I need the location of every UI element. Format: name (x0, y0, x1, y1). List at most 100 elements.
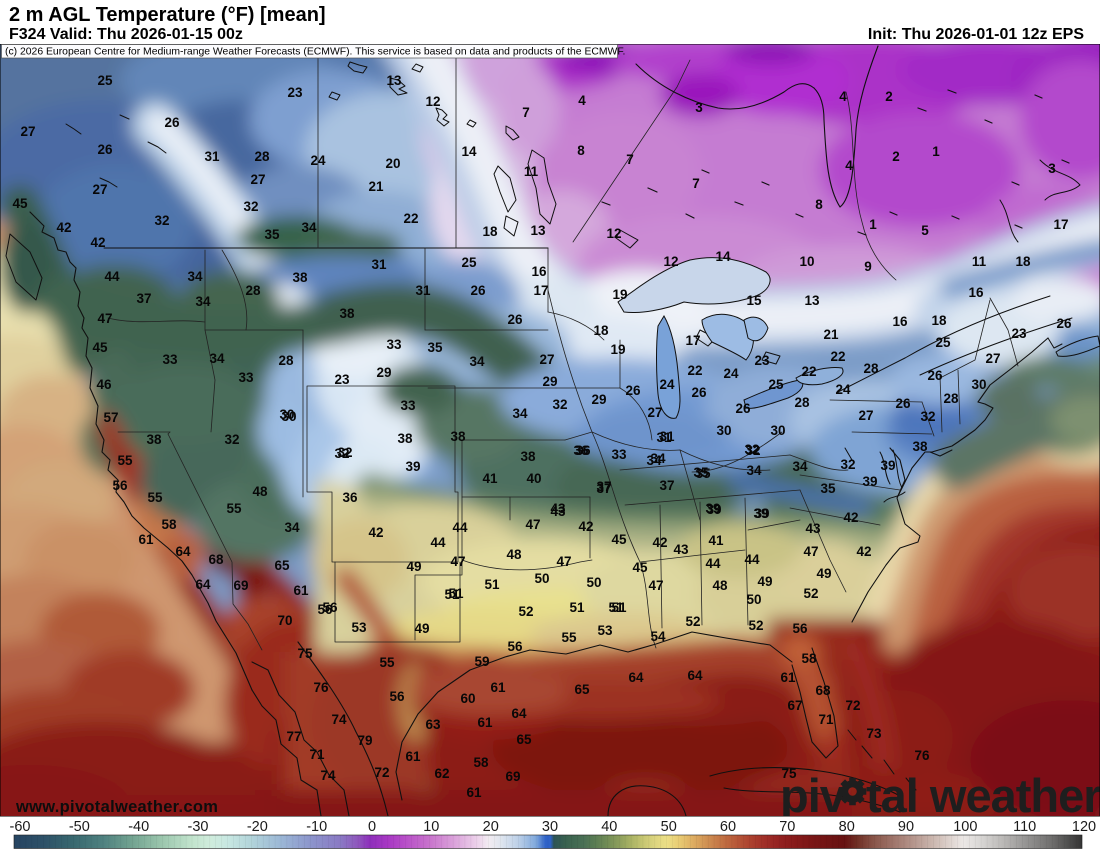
svg-text:7: 7 (692, 176, 700, 191)
svg-text:61: 61 (405, 749, 421, 764)
svg-text:35: 35 (820, 481, 836, 496)
svg-text:-40: -40 (128, 819, 149, 835)
svg-text:48: 48 (506, 547, 522, 562)
svg-text:42: 42 (56, 220, 71, 235)
svg-text:61: 61 (293, 583, 309, 598)
svg-text:44: 44 (104, 269, 120, 284)
svg-text:tal weather: tal weather (866, 769, 1100, 822)
svg-text:34: 34 (209, 351, 225, 366)
svg-text:26: 26 (927, 368, 943, 383)
svg-text:70: 70 (779, 819, 795, 835)
svg-text:61: 61 (138, 532, 154, 547)
svg-text:44: 44 (430, 535, 446, 550)
svg-text:56: 56 (317, 602, 333, 617)
svg-text:33: 33 (386, 337, 402, 352)
svg-text:53: 53 (351, 620, 367, 635)
svg-text:39: 39 (880, 458, 895, 473)
svg-text:17: 17 (1053, 217, 1068, 232)
svg-text:39: 39 (405, 459, 420, 474)
svg-text:27: 27 (250, 172, 265, 187)
svg-text:3: 3 (695, 100, 703, 115)
svg-text:4: 4 (845, 158, 853, 173)
svg-text:38: 38 (397, 431, 413, 446)
svg-text:38: 38 (146, 432, 162, 447)
svg-text:18: 18 (1015, 254, 1031, 269)
svg-text:49: 49 (816, 566, 831, 581)
svg-text:72: 72 (374, 765, 389, 780)
svg-text:1: 1 (869, 217, 877, 232)
svg-text:8: 8 (815, 197, 823, 212)
svg-text:64: 64 (687, 668, 703, 683)
svg-text:52: 52 (803, 586, 818, 601)
svg-text:71: 71 (309, 747, 325, 762)
svg-text:80: 80 (839, 819, 855, 835)
svg-text:26: 26 (895, 396, 911, 411)
svg-text:73: 73 (866, 726, 882, 741)
svg-text:12: 12 (425, 94, 440, 109)
svg-text:14: 14 (715, 249, 731, 264)
svg-text:34: 34 (746, 463, 762, 478)
svg-text:32: 32 (840, 457, 855, 472)
svg-text:51: 51 (448, 586, 464, 601)
svg-text:35: 35 (264, 227, 280, 242)
svg-text:34: 34 (187, 269, 203, 284)
svg-text:74: 74 (320, 768, 336, 783)
svg-text:58: 58 (473, 755, 489, 770)
svg-text:39: 39 (753, 506, 768, 521)
svg-text:25: 25 (97, 73, 113, 88)
svg-text:19: 19 (610, 342, 625, 357)
svg-text:56: 56 (792, 621, 808, 636)
svg-text:46: 46 (96, 377, 112, 392)
svg-text:26: 26 (470, 283, 486, 298)
svg-text:24: 24 (835, 382, 851, 397)
svg-text:42: 42 (652, 535, 667, 550)
svg-text:47: 47 (525, 517, 540, 532)
svg-text:37: 37 (659, 478, 674, 493)
svg-text:50: 50 (534, 571, 549, 586)
svg-text:34: 34 (650, 451, 666, 466)
svg-text:25: 25 (768, 377, 784, 392)
svg-text:26: 26 (691, 385, 707, 400)
svg-text:29: 29 (542, 374, 557, 389)
svg-text:34: 34 (301, 220, 317, 235)
svg-text:42: 42 (856, 544, 871, 559)
svg-text:58: 58 (801, 651, 817, 666)
svg-text:32: 32 (337, 445, 352, 460)
svg-text:32: 32 (920, 409, 935, 424)
svg-text:42: 42 (578, 519, 593, 534)
svg-text:39: 39 (706, 502, 721, 517)
svg-text:32: 32 (744, 442, 759, 457)
svg-text:9: 9 (864, 259, 872, 274)
svg-text:34: 34 (512, 406, 528, 421)
svg-text:24: 24 (723, 366, 739, 381)
svg-text:16: 16 (968, 285, 984, 300)
svg-text:-10: -10 (306, 819, 327, 835)
svg-text:45: 45 (92, 340, 108, 355)
svg-text:36: 36 (573, 443, 589, 458)
svg-text:5: 5 (921, 223, 929, 238)
svg-text:45: 45 (632, 560, 648, 575)
svg-text:64: 64 (195, 577, 211, 592)
svg-text:18: 18 (482, 224, 498, 239)
svg-text:F324 Valid: Thu 2026-01-15 00z: F324 Valid: Thu 2026-01-15 00z (9, 26, 243, 43)
svg-text:28: 28 (863, 361, 879, 376)
svg-text:13: 13 (804, 293, 820, 308)
svg-text:32: 32 (334, 446, 349, 461)
svg-text:42: 42 (368, 525, 383, 540)
svg-text:79: 79 (357, 733, 372, 748)
svg-text:34: 34 (646, 453, 662, 468)
svg-text:16: 16 (531, 264, 547, 279)
svg-text:30: 30 (281, 409, 296, 424)
svg-text:13: 13 (386, 73, 402, 88)
svg-text:28: 28 (254, 149, 270, 164)
svg-text:56: 56 (507, 639, 523, 654)
svg-text:30: 30 (716, 423, 731, 438)
svg-text:63: 63 (425, 717, 441, 732)
svg-text:28: 28 (278, 353, 294, 368)
svg-text:11: 11 (972, 254, 987, 269)
svg-text:28: 28 (943, 391, 959, 406)
svg-text:14: 14 (461, 144, 477, 159)
svg-text:61: 61 (780, 670, 796, 685)
svg-text:3: 3 (1048, 161, 1056, 176)
svg-text:90: 90 (898, 819, 914, 835)
